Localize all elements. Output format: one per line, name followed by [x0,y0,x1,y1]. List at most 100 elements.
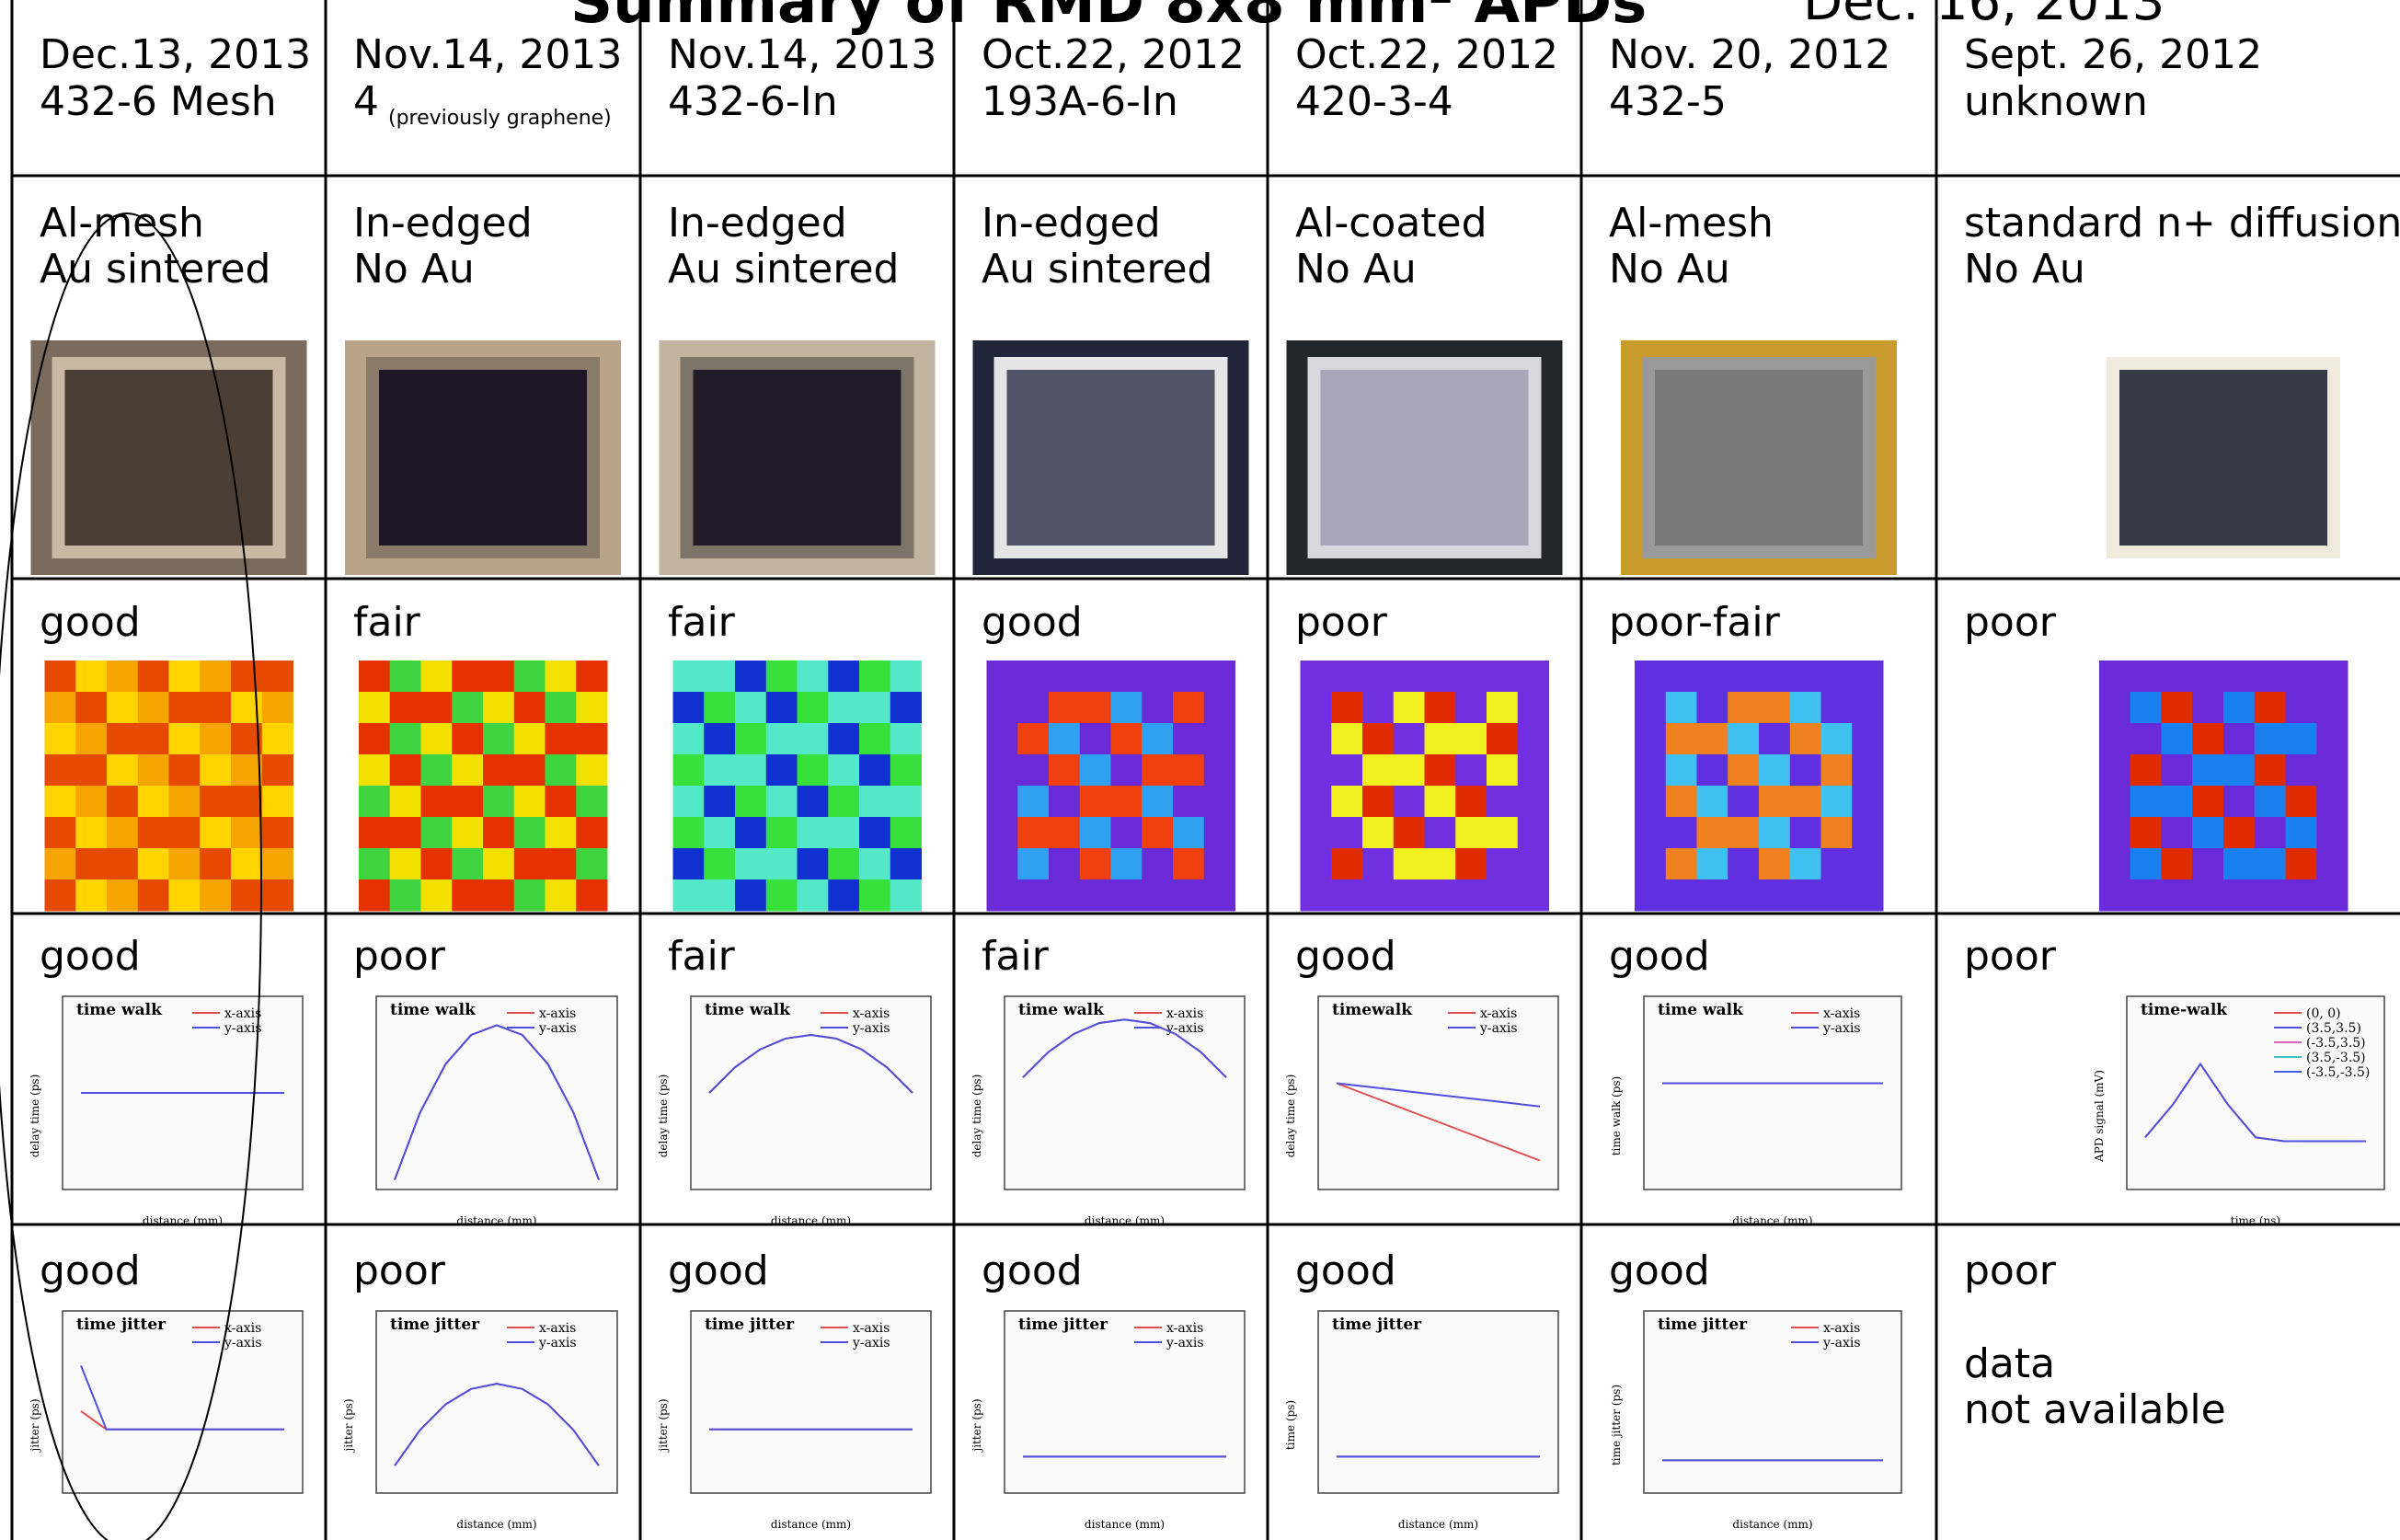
heatmap-cell [735,723,766,755]
slide: Summary of RMD 8x8 mm² APDs Dec. 16, 201… [0,0,2400,1540]
heatmap-cell [859,786,890,818]
heatmap-cell [138,879,169,912]
heatmap-cell [545,661,577,693]
heatmap-cell [1142,817,1173,849]
heatmap-cell [1142,786,1173,818]
heatmap-cell [1331,661,1362,693]
heatmap-cell [390,754,421,787]
heatmap-cell [2286,817,2317,849]
heatmap-cell [1173,879,1204,912]
legend-label: (-3.5,3.5) [2306,1036,2366,1051]
heatmap-cell [2130,848,2162,880]
legend-label: (3.5,3.5) [2306,1021,2361,1036]
heatmap-cell [2223,754,2255,787]
heatmap-cell [421,817,453,849]
heatmap-cell [2286,661,2317,693]
heatmap-cell [1852,879,1883,912]
heatmap-cell [1790,786,1821,818]
mini-chart-xlabel: distance (mm) [143,1214,223,1227]
heatmap-cell [1017,848,1049,880]
heatmap-cell [1821,692,1853,724]
heatmap-cell [1697,723,1728,755]
heatmap-cell [1301,754,1332,787]
heatmap-cell [1697,817,1728,849]
heatmap-cell [359,848,390,880]
heatmap-cell [514,723,545,755]
heatmap-cell [2130,879,2162,912]
description: Al-coated [1295,201,1487,247]
heatmap-cell [200,754,231,787]
heatmap-cell [798,723,829,755]
heatmap-cell [421,879,453,912]
heatmap-cell [2099,754,2130,787]
sample-photo-inner [1001,363,1222,552]
heatmap-cell [2130,661,2162,693]
heatmap-cell [2192,723,2223,755]
heatmap-cell [45,723,76,755]
heatmap-cell [1852,692,1883,724]
rating-map: fair [353,600,420,646]
heatmap-cell [1331,848,1362,880]
heatmap-cell [1487,661,1518,693]
heatmap-cell [2223,723,2255,755]
heatmap-cell [1080,879,1111,912]
heatmap-cell [1790,817,1821,849]
mini-chart-frame [1644,1311,1901,1493]
heatmap-cell [483,848,514,880]
heatmap-cell [2223,692,2255,724]
sample-id: 432-6-In [668,79,838,125]
heatmap-cell [452,723,483,755]
heatmap-cell [1635,723,1666,755]
heatmap-cell [1697,754,1728,787]
heatmap-cell [359,879,390,912]
rating-walk: good [1295,934,1396,980]
description: No Au [1964,247,2085,293]
heatmap-cell [359,661,390,693]
heatmap-cell [1635,817,1666,849]
rating-map: poor-fair [1609,600,1780,646]
heatmap-cell [1080,754,1111,787]
heatmap-cell [2099,692,2130,724]
heatmap-cell [2316,848,2348,880]
heatmap-cell [1017,661,1049,693]
heatmap-cell [1142,848,1173,880]
description: In-edged [668,201,847,247]
heatmap-cell [390,786,421,818]
heatmap-cell [1394,754,1425,787]
heatmap-cell [262,786,293,818]
heatmap-cell [169,723,201,755]
mini-chart-ylabel: time walk (ps) [1610,1076,1623,1156]
heatmap-cell [45,754,76,787]
heatmap-cell [2130,754,2162,787]
heatmap-cell [1821,786,1853,818]
rating-jitter: poor [353,1248,445,1294]
legend-label: x-axis [539,1321,576,1336]
heatmap-cell [169,661,201,693]
rating-jitter: poor [1964,1248,2056,1294]
heatmap-cell [359,723,390,755]
heatmap-cell [859,661,890,693]
heatmap-cell [766,661,798,693]
heatmap-cell [1204,786,1235,818]
heatmap-cell [798,879,829,912]
heatmap-cell [1759,661,1790,693]
heatmap-cell [987,723,1018,755]
rating-walk: fair [982,934,1049,980]
heatmap-cell [169,879,201,912]
heatmap-cell [704,879,735,912]
legend-label: (-3.5,-3.5) [2306,1065,2370,1080]
heatmap-cell [1518,661,1549,693]
legend-label: y-axis [1822,1336,1861,1350]
heatmap-cell [704,817,735,849]
heatmap-cell [390,661,421,693]
heatmap-cell [514,879,545,912]
heatmap-cell [1697,848,1728,880]
rating-map: good [982,600,1083,646]
heatmap-cell [1362,692,1394,724]
heatmap-cell [1728,879,1759,912]
heatmap-cell [766,848,798,880]
heatmap-cell [673,879,705,912]
rating-jitter: good [1609,1248,1710,1294]
heatmap-cell [421,723,453,755]
mini-chart-xlabel: distance (mm) [1732,1214,1812,1227]
